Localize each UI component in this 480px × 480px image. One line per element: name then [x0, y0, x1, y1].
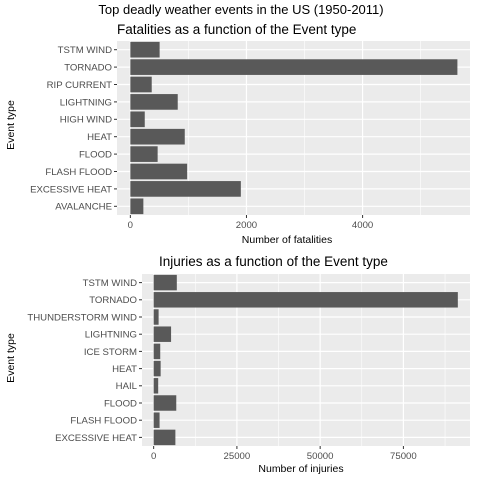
injuries-bar: [153, 292, 458, 308]
injuries-category-label: FLOOD: [104, 398, 137, 409]
fatalities-category-label: FLOOD: [79, 150, 112, 161]
injuries-y-axis-label: Event type: [5, 333, 17, 383]
injuries-bar: [153, 274, 177, 291]
injuries-bar: [153, 378, 159, 394]
injuries-x-tick-label: 25000: [224, 451, 251, 462]
injuries-bar: [153, 309, 159, 325]
injuries-bar: [153, 326, 172, 342]
fatalities-y-axis-label: Event type: [5, 100, 17, 150]
injuries-category-label: ICE STORM: [84, 347, 137, 358]
fatalities-bar: [130, 94, 178, 110]
fatalities-category-label: TSTM WIND: [58, 45, 112, 56]
injuries-category-label: TSTM WIND: [83, 278, 137, 289]
fatalities-category-label: HIGH WIND: [60, 115, 112, 126]
injuries-category-label: FLASH FLOOD: [70, 416, 137, 427]
fatalities-x-tick-label: 0: [128, 220, 133, 231]
injuries-bar: [153, 343, 161, 360]
fatalities-x-tick-label: 2000: [236, 220, 257, 231]
fatalities-category-label: FLASH FLOOD: [45, 167, 112, 178]
injuries-chart-title: Injuries as a function of the Event type: [159, 254, 388, 269]
fatalities-bar: [130, 128, 185, 145]
injuries-x-tick-label: 0: [151, 451, 156, 462]
injuries-x-axis-label: Number of injuries: [258, 463, 343, 475]
fatalities-bar: [130, 41, 160, 58]
injuries-bar: [153, 395, 177, 411]
injuries-bar: [153, 360, 161, 377]
fatalities-bar: [130, 146, 158, 162]
injuries-category-label: TORNADO: [89, 295, 137, 306]
fatalities-category-label: EXCESSIVE HEAT: [30, 184, 112, 195]
injuries-x-tick-label: 50000: [307, 451, 334, 462]
fatalities-bar: [130, 181, 241, 197]
injuries-bar: [153, 412, 160, 428]
injuries-category-label: EXCESSIVE HEAT: [55, 433, 137, 444]
fatalities-category-label: LIGHTNING: [60, 97, 112, 108]
fatalities-category-label: HEAT: [87, 132, 112, 143]
fatalities-chart-title: Fatalities as a function of the Event ty…: [117, 22, 356, 37]
injuries-category-label: HEAT: [112, 364, 137, 375]
fatalities-chart: Fatalities as a function of the Event ty…: [5, 22, 470, 246]
fatalities-category-label: AVALANCHE: [55, 202, 112, 213]
injuries-x-tick-label: 75000: [390, 451, 417, 462]
fatalities-bar: [130, 198, 144, 215]
injuries-bar: [153, 429, 176, 446]
injuries-category-label: LIGHTNING: [85, 330, 137, 341]
fatalities-x-tick-label: 4000: [352, 220, 373, 231]
fatalities-bar: [130, 76, 152, 93]
injuries-category-label: HAIL: [116, 381, 138, 392]
main-title: Top deadly weather events in the US (195…: [98, 2, 383, 17]
fatalities-x-axis-label: Number of fatalities: [242, 234, 332, 246]
injuries-category-label: THUNDERSTORM WIND: [27, 312, 137, 323]
injuries-chart: Injuries as a function of the Event type…: [5, 254, 470, 475]
fatalities-category-label: RIP CURRENT: [47, 80, 113, 91]
fatalities-bar: [130, 59, 458, 75]
fatalities-bar: [130, 163, 188, 180]
fatalities-category-label: TORNADO: [64, 63, 112, 74]
fatalities-bar: [130, 111, 145, 128]
